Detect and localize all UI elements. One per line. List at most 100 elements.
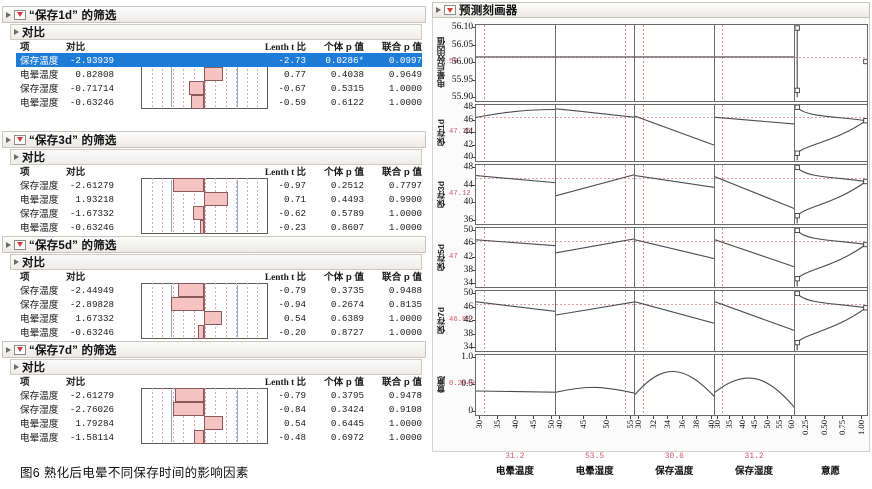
table-row[interactable]: 保存温度 -2.61279 -0.79 0.3795 0.9478 [16, 388, 422, 403]
disclosure-triangle-icon[interactable] [14, 154, 19, 160]
profiler-factor-cursor[interactable] [721, 291, 723, 351]
profiler-cell-2-5[interactable] [793, 105, 867, 161]
profiler-factor-cursor[interactable] [625, 291, 627, 351]
profiler-cell-2-1[interactable] [475, 105, 555, 161]
profiler-cell-1-1[interactable] [475, 25, 555, 101]
profiler-cell-4-3[interactable] [634, 228, 715, 287]
contrast-pareto-plot[interactable] [141, 283, 268, 339]
profiler-cell-3-4[interactable] [714, 165, 794, 224]
red-triangle-menu-icon[interactable] [14, 344, 26, 355]
profiler-factor-cursor[interactable] [625, 355, 627, 415]
table-row[interactable]: 保存湿度 -2.61279 -0.97 0.2512 0.7797 [16, 178, 422, 193]
screening-panel-header[interactable]: “保存1d” 的筛选 [2, 6, 426, 23]
profiler-cell-4-1[interactable] [475, 228, 555, 287]
profiler-factor-cursor[interactable] [643, 25, 645, 101]
profiler-cell-3-2[interactable] [554, 165, 635, 224]
screening-panel-header[interactable]: “保存3d” 的筛选 [2, 131, 426, 148]
table-row[interactable]: 电晕温度 0.82808 0.77 0.4038 0.9649 [16, 67, 422, 82]
profiler-cell-5-5[interactable] [793, 291, 867, 351]
disclosure-triangle-icon[interactable] [6, 346, 11, 353]
profiler-cell-6-2[interactable] [554, 355, 635, 415]
profiler-factor-cursor[interactable] [625, 105, 627, 161]
contrast-pareto-plot[interactable] [141, 388, 268, 444]
table-row[interactable]: 电晕温度 -0.63246 -0.20 0.8727 1.0000 [16, 325, 422, 340]
red-triangle-menu-icon[interactable] [14, 134, 26, 145]
profiler-factor-cursor[interactable] [484, 165, 485, 224]
disclosure-triangle-icon[interactable] [6, 241, 11, 248]
profiler-factor-cursor[interactable] [625, 165, 627, 224]
table-row[interactable]: 保存温度 -2.44949 -0.79 0.3735 0.9488 [16, 283, 422, 298]
profiler-cell-1-2[interactable] [554, 25, 635, 101]
profiler-cell-5-3[interactable] [634, 291, 715, 351]
profiler-cell-5-1[interactable] [475, 291, 555, 351]
profiler-factor-cursor[interactable] [625, 25, 627, 101]
profiler-factor-cursor[interactable] [484, 25, 485, 101]
table-row[interactable]: 保存湿度 -2.76026 -0.84 0.3424 0.9108 [16, 402, 422, 417]
profiler-factor-setting[interactable]: 30.6 [664, 452, 684, 461]
profiler-cell-3-5[interactable] [793, 165, 867, 224]
profiler-factor-cursor[interactable] [721, 165, 723, 224]
profiler-factor-cursor[interactable] [484, 105, 485, 161]
profiler-cell-1-4[interactable] [714, 25, 794, 101]
profiler-factor-setting[interactable]: 53.5 [584, 452, 605, 461]
profiler-factor-cursor[interactable] [643, 228, 645, 287]
red-triangle-menu-icon[interactable] [14, 9, 26, 20]
profiler-cell-6-4[interactable] [714, 355, 794, 415]
profiler-cell-3-3[interactable] [634, 165, 715, 224]
profiler-cell-5-2[interactable] [554, 291, 635, 351]
profiler-factor-cursor[interactable] [643, 165, 645, 224]
table-row[interactable]: 电晕湿度 1.67332 0.54 0.6389 1.0000 [16, 311, 422, 326]
profiler-factor-cursor[interactable] [484, 355, 485, 415]
table-row[interactable]: 保存温度 -2.93939 -2.73 0.0286* 0.0997 [16, 53, 422, 67]
profiler-grid[interactable]: 电晕后效因值 56 56.10 56.05 56.00 55.95 55.90 保存1d 47.… [432, 18, 870, 477]
red-triangle-menu-icon[interactable] [14, 239, 26, 250]
table-row[interactable]: 电晕湿度 1.93218 0.71 0.4493 0.9900 [16, 192, 422, 207]
profiler-factor-cursor[interactable] [643, 105, 645, 161]
profiler-cell-1-5[interactable] [793, 25, 867, 101]
profiler-cell-4-2[interactable] [554, 228, 635, 287]
table-row[interactable]: 电晕湿度 1.79284 0.54 0.6445 1.0000 [16, 416, 422, 431]
contrast-section-header[interactable]: 对比 [10, 149, 422, 165]
table-row[interactable]: 保存湿度 -2.89828 -0.94 0.2674 0.8135 [16, 297, 422, 312]
profiler-cell-2-2[interactable] [554, 105, 635, 161]
table-row[interactable]: 电晕湿度 -0.63246 -0.59 0.6122 1.0000 [16, 95, 422, 110]
disclosure-triangle-icon[interactable] [6, 136, 11, 143]
profiler-cell-6-5[interactable] [793, 355, 867, 415]
profiler-factor-cursor[interactable] [484, 291, 485, 351]
disclosure-triangle-icon[interactable] [14, 259, 19, 265]
disclosure-triangle-icon[interactable] [6, 11, 11, 18]
screening-panel-header[interactable]: “保存7d” 的筛选 [2, 341, 426, 358]
profiler-factor-setting[interactable]: 31.2 [744, 452, 764, 461]
profiler-cell-4-5[interactable] [793, 228, 867, 287]
profiler-cell-2-3[interactable] [634, 105, 715, 161]
red-triangle-menu-icon[interactable] [444, 5, 456, 15]
profiler-factor-cursor[interactable] [721, 25, 723, 101]
profiler-header[interactable]: 预测刻画器 [432, 2, 870, 18]
contrast-section-header[interactable]: 对比 [10, 359, 422, 375]
profiler-cell-6-3[interactable] [634, 355, 715, 415]
disclosure-triangle-icon[interactable] [14, 364, 19, 370]
profiler-factor-setting[interactable]: 31.2 [505, 452, 525, 461]
profiler-factor-cursor[interactable] [484, 228, 485, 287]
disclosure-triangle-icon[interactable] [14, 29, 19, 35]
profiler-factor-cursor[interactable] [721, 228, 723, 287]
table-row[interactable]: 保存湿度 -0.71714 -0.67 0.5315 1.0000 [16, 81, 422, 96]
profiler-cell-3-1[interactable] [475, 165, 555, 224]
profiler-factor-cursor[interactable] [643, 291, 645, 351]
profiler-cell-2-4[interactable] [714, 105, 794, 161]
contrast-pareto-plot[interactable] [141, 178, 268, 234]
screening-panel-header[interactable]: “保存5d” 的筛选 [2, 236, 426, 253]
table-row[interactable]: 电晕温度 -0.63246 -0.23 0.8607 1.0000 [16, 220, 422, 235]
profiler-cell-1-3[interactable] [634, 25, 715, 101]
contrast-section-header[interactable]: 对比 [10, 24, 422, 40]
table-row[interactable]: 电晕温度 -1.58114 -0.48 0.6972 1.0000 [16, 430, 422, 445]
table-row[interactable]: 保存温度 -1.67332 -0.62 0.5789 1.0000 [16, 206, 422, 221]
contrast-section-header[interactable]: 对比 [10, 254, 422, 270]
profiler-factor-cursor[interactable] [625, 228, 627, 287]
profiler-factor-cursor[interactable] [721, 105, 723, 161]
profiler-cell-6-1[interactable] [475, 355, 555, 415]
disclosure-triangle-icon[interactable] [436, 7, 441, 13]
profiler-factor-cursor[interactable] [721, 355, 723, 415]
profiler-cell-4-4[interactable] [714, 228, 794, 287]
profiler-cell-5-4[interactable] [714, 291, 794, 351]
